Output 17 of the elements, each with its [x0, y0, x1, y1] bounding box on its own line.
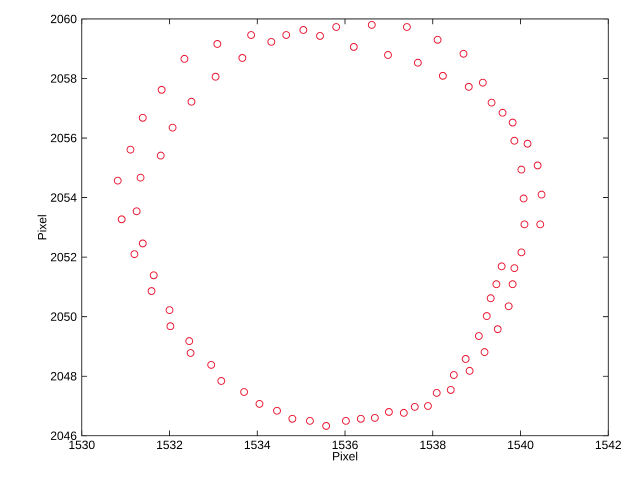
x-tick-label: 1538 [420, 440, 446, 450]
y-tick-label: 2052 [50, 253, 76, 262]
y-axis-title: Pixel [38, 215, 46, 240]
y-tick-label: 2056 [50, 134, 76, 142]
x-tick-label: 1536 [332, 440, 358, 450]
y-tick-label: 2048 [50, 372, 76, 381]
y-tick-label: 2054 [50, 194, 77, 202]
x-tick-label: 1532 [157, 440, 182, 450]
x-tick-label: 1534 [244, 440, 270, 450]
x-tick-label: 1530 [69, 440, 95, 450]
y-tick-label: 2060 [50, 14, 76, 24]
y-tick-label: 2046 [50, 432, 76, 440]
y-tick-label: 2058 [50, 74, 76, 83]
x-axis-title: Pixel [333, 452, 358, 461]
y-tick-label: 2050 [50, 312, 76, 322]
x-tick-label: 1542 [596, 440, 621, 450]
x-tick-label: 1540 [508, 440, 534, 450]
